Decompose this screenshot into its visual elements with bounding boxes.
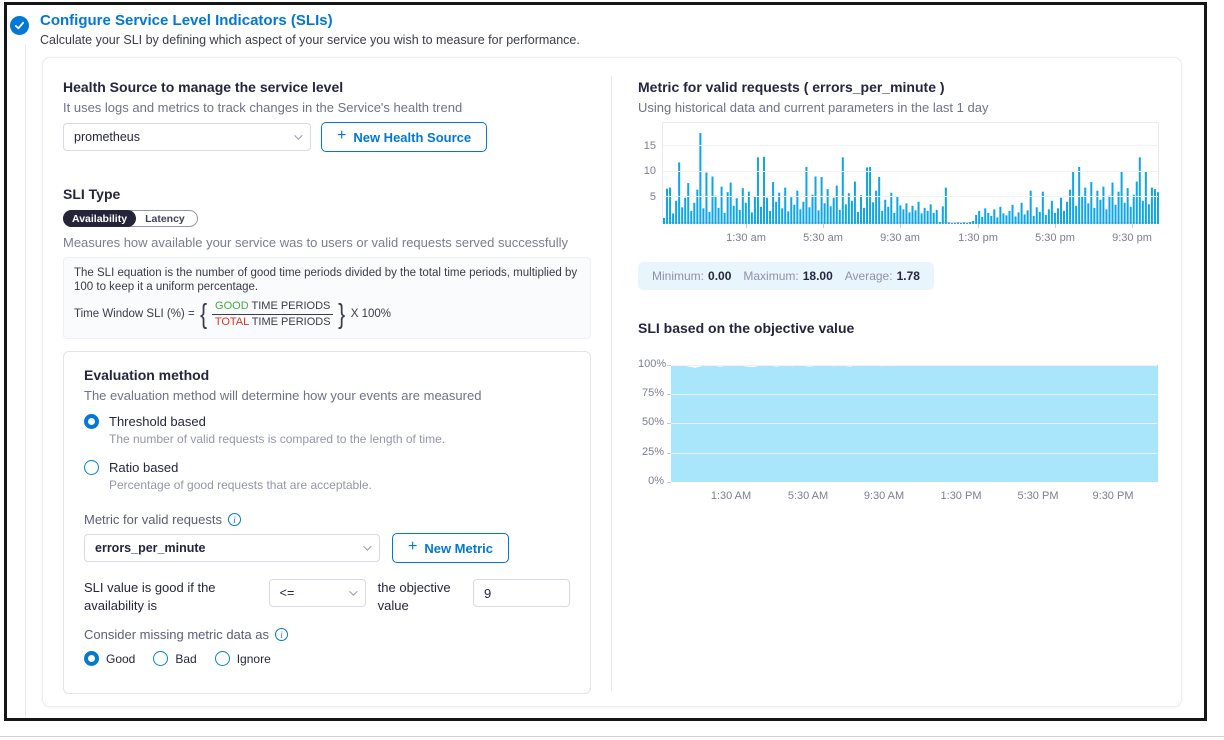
x-tick-130am: 1:30 am [726, 232, 766, 244]
objective-sentence-suffix: the objective value [377, 580, 451, 613]
sli-chart-plot-area [671, 365, 1158, 482]
sli-equation-text: The SLI equation is the number of good t… [74, 267, 578, 293]
missing-bad-radio[interactable] [153, 651, 169, 666]
x-tick-930am: 9:30 am [880, 232, 920, 244]
comparator-selected-value: <= [279, 586, 295, 600]
missing-bad-label: Bad [175, 651, 197, 666]
evaluation-method-title: Evaluation method [84, 367, 210, 383]
new-health-source-label: New Health Source [353, 129, 472, 145]
valid-metric-selected-value: errors_per_minute [95, 541, 206, 555]
sli-type-latency-tab[interactable]: Latency [145, 212, 185, 225]
missing-data-label: Consider missing metric data as [84, 627, 269, 642]
stepper-connector-line [25, 44, 26, 717]
x-tick-130am: 1:30 AM [710, 490, 752, 502]
health-source-select[interactable]: prometheus [63, 123, 311, 151]
sli-type-title: SLI Type [63, 186, 121, 202]
missing-data-options: Good Bad Ignore [84, 651, 570, 666]
sli-config-left-column: Health Source to manage the service leve… [63, 79, 591, 694]
metric-stats-badge: Minimum: 0.00 Maximum: 18.00 Average: 1.78 [638, 262, 934, 290]
y-tick-50: 50% [641, 416, 664, 428]
x-tick-930pm: 9:30 pm [1112, 232, 1152, 244]
good-time-periods-label: GOOD [215, 299, 249, 312]
maximum-label: Maximum: [743, 269, 799, 283]
health-source-selected-value: prometheus [74, 130, 141, 144]
evaluation-method-section: Evaluation method The evaluation method … [63, 351, 591, 694]
ratio-based-radio[interactable] [84, 460, 99, 475]
evaluation-method-subtitle: The evaluation method will determine how… [84, 388, 482, 403]
sli-objective-sentence: SLI value is good if the availability is… [84, 579, 570, 615]
threshold-based-label: Threshold based [109, 414, 206, 429]
health-source-subtitle: It uses logs and metrics to track change… [63, 100, 463, 115]
sli-objective-chart: 100% 75% 50% 25% 0% 1:30 AM 5:30 AM 9:30… [638, 353, 1168, 513]
info-icon[interactable]: i [228, 513, 241, 526]
plus-icon: + [408, 538, 418, 555]
page-subtitle: Calculate your SLI by defining which asp… [40, 33, 580, 47]
y-tick-25: 25% [641, 446, 664, 458]
y-tick-15: 15 [643, 140, 656, 152]
valid-metric-select[interactable]: errors_per_minute [84, 534, 380, 562]
chevron-down-icon [294, 131, 303, 140]
missing-ignore-radio[interactable] [214, 651, 230, 666]
threshold-based-description: The number of valid requests is compared… [109, 432, 446, 446]
chevron-down-icon [363, 542, 372, 551]
objective-sentence-prefix: SLI value is good if the availability is [84, 580, 216, 613]
comparator-select[interactable]: <= [268, 579, 366, 607]
bottom-hairline [0, 736, 1224, 737]
minimum-label: Minimum: [652, 269, 705, 283]
new-metric-label: New Metric [424, 540, 493, 556]
threshold-based-radio[interactable] [84, 414, 99, 429]
y-tick-5: 5 [649, 191, 656, 203]
missing-ignore-label: Ignore [236, 651, 271, 666]
plus-icon: + [337, 127, 347, 144]
equation-rhs: X 100% [350, 308, 391, 320]
total-time-periods-label: TOTAL [214, 315, 249, 328]
y-tick-75: 75% [641, 387, 664, 399]
health-source-title: Health Source to manage the service leve… [63, 79, 344, 95]
sli-preview-right-column: Metric for valid requests ( errors_per_m… [638, 79, 1168, 513]
ratio-based-description: Percentage of good requests that are acc… [109, 478, 372, 492]
chevron-down-icon [348, 587, 358, 596]
sli-equation-box: The SLI equation is the number of good t… [63, 257, 591, 339]
x-tick-930am: 9:30 AM [863, 490, 905, 502]
metric-chart-title: Metric for valid requests ( errors_per_m… [638, 79, 945, 95]
average-label: Average: [844, 269, 893, 283]
equation-lhs: Time Window SLI (%) = [74, 308, 195, 320]
sli-type-description: Measures how available your service was … [63, 235, 569, 250]
missing-good-radio[interactable] [84, 651, 99, 666]
new-health-source-button[interactable]: + New Health Source [321, 122, 488, 152]
valid-metric-label: Metric for valid requests [84, 512, 222, 527]
sli-config-card: Health Source to manage the service leve… [42, 57, 1182, 707]
maximum-value: 18.00 [802, 269, 833, 283]
close-bracket: } [338, 298, 346, 329]
x-tick-530am: 5:30 AM [787, 490, 829, 502]
x-tick-530am: 5:30 am [803, 232, 843, 244]
metric-chart-plot-area [662, 122, 1159, 224]
info-icon[interactable]: i [274, 628, 288, 641]
sli-type-availability-tab[interactable]: Availability [63, 210, 137, 227]
page-title: Configure Service Level Indicators (SLIs… [40, 12, 333, 29]
step-complete-icon [10, 16, 29, 35]
minimum-value: 0.00 [708, 269, 732, 283]
y-tick-0: 0% [648, 475, 664, 487]
column-divider [611, 76, 612, 691]
x-tick-130pm: 1:30 pm [958, 232, 998, 244]
sli-equation-formula: Time Window SLI (%) = { GOOD TIME PERIOD… [74, 298, 580, 330]
x-tick-530pm: 5:30 pm [1035, 232, 1075, 244]
x-tick-530pm: 5:30 PM [1017, 490, 1059, 502]
missing-good-label: Good [106, 651, 136, 666]
metric-chart-subtitle: Using historical data and current parame… [638, 100, 989, 115]
sli-chart-title: SLI based on the objective value [638, 320, 855, 336]
y-tick-10: 10 [643, 165, 656, 177]
metric-timeseries-chart: 15 10 5 1:30 am 5:30 am 9:30 am 1:30 pm … [638, 122, 1168, 262]
x-tick-930pm: 9:30 PM [1092, 490, 1134, 502]
y-tick-100: 100% [638, 358, 667, 370]
x-tick-130pm: 1:30 PM [940, 490, 982, 502]
sli-type-toggle: Availability Latency [63, 210, 198, 227]
ratio-based-label: Ratio based [109, 460, 179, 475]
equation-fraction: GOOD TIME PERIODS TOTAL TIME PERIODS [212, 299, 334, 329]
open-bracket: { [199, 298, 207, 329]
objective-value-input[interactable] [473, 579, 570, 607]
average-value: 1.78 [896, 269, 920, 283]
new-metric-button[interactable]: + New Metric [392, 533, 509, 563]
